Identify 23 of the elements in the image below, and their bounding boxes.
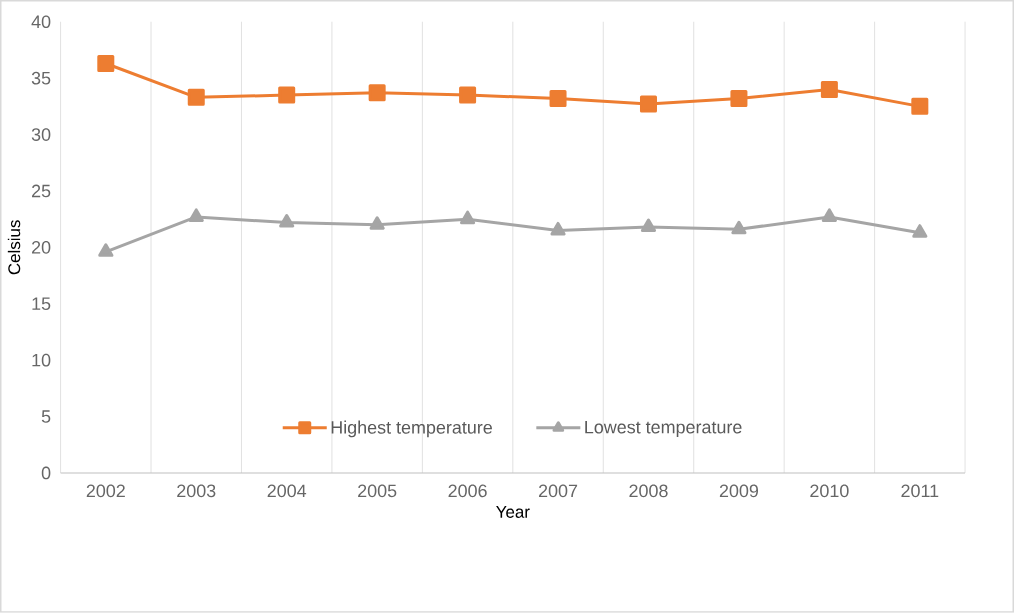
y-axis-title: Celsius — [7, 220, 21, 275]
y-tick-label: 30 — [31, 128, 51, 141]
y-tick-label: 10 — [32, 353, 51, 367]
x-tick-label: 2009 — [719, 484, 759, 498]
y-tick-label: 15 — [32, 297, 51, 311]
x-tick-label: 2011 — [901, 484, 939, 498]
legend-label: Lowest temperature — [585, 421, 742, 438]
x-axis-title: Year — [496, 506, 530, 518]
x-tick-label: 2007 — [538, 484, 578, 498]
y-tick-label: 0 — [41, 466, 51, 480]
y-tick-label: 40 — [31, 15, 51, 29]
y-tick-label: 5 — [41, 410, 51, 423]
legend-label: Highest temperature — [331, 420, 492, 438]
x-tick-label: 2004 — [267, 484, 307, 498]
y-tick-label: 20 — [32, 241, 51, 254]
x-tick-label: 2008 — [629, 484, 668, 498]
y-tick-label: 35 — [31, 71, 51, 85]
y-tick-label: 25 — [32, 184, 51, 198]
x-tick-label: 2003 — [177, 484, 216, 498]
x-tick-label: 2002 — [86, 484, 125, 498]
x-tick-label: 2005 — [358, 484, 397, 498]
x-tick-label: 2006 — [448, 484, 487, 498]
x-tick-label: 2010 — [810, 484, 849, 498]
